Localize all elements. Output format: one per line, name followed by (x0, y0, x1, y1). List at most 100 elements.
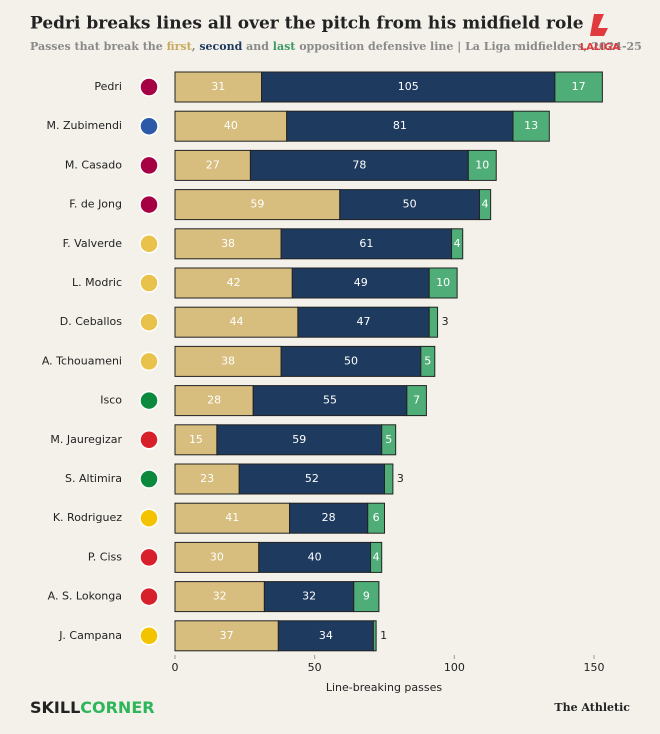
x-tick-label: 150 (584, 661, 605, 674)
bar-segment (554, 71, 603, 103)
bar-segment (467, 149, 497, 181)
value-label: 10 (475, 158, 489, 171)
bar-segment (174, 110, 288, 142)
value-label: 59 (292, 433, 306, 446)
y-tick-label: L. Modric (72, 276, 122, 289)
value-label: 50 (344, 354, 358, 367)
value-label: 37 (220, 629, 234, 642)
club-crest (139, 547, 159, 568)
bar-segment (174, 385, 254, 417)
club-crest (139, 234, 159, 254)
bar-segment (478, 189, 492, 221)
y-tick-label: M. Jauregizar (50, 433, 122, 446)
bar-segment (286, 110, 514, 142)
value-label: 27 (206, 158, 220, 171)
bar-segment (277, 620, 374, 652)
bar-segment (174, 149, 251, 181)
y-tick-label: Pedri (94, 80, 122, 93)
y-tick-label: J. Campana (58, 629, 122, 642)
subtitle: Passes that break the first, second and … (30, 40, 642, 53)
bar-segment (428, 306, 439, 338)
club-crest (139, 390, 159, 411)
bar-segment (367, 502, 385, 534)
value-label: 23 (200, 472, 214, 485)
y-tick-label: A. S. Lokonga (48, 590, 122, 603)
bar-segment (174, 189, 341, 221)
bar-segment (297, 306, 430, 338)
bar-segment (174, 541, 260, 573)
value-label: 31 (211, 80, 225, 93)
value-label: 4 (454, 237, 461, 250)
value-label: 34 (319, 629, 333, 642)
chart-title: Pedri breaks lines all over the pitch fr… (30, 14, 584, 34)
club-crest (139, 508, 159, 528)
value-label: 38 (221, 354, 235, 367)
value-label: 52 (305, 472, 319, 485)
value-label: 10 (436, 276, 450, 289)
club-crest (139, 116, 159, 136)
value-label: 49 (354, 276, 368, 289)
bar-segment (512, 110, 550, 142)
subtitle-part: Passes that break the (30, 40, 167, 53)
bar-segment (238, 463, 385, 495)
bar-segment (174, 424, 218, 456)
bar-segment (249, 149, 469, 181)
y-tick-label: Isco (100, 394, 122, 407)
value-label: 6 (373, 511, 380, 524)
publisher: The Athletic (554, 701, 630, 714)
brand: SKILLCORNER (30, 698, 155, 717)
y-tick-label: F. Valverde (63, 237, 123, 250)
value-label: 44 (229, 315, 243, 328)
value-label: 7 (413, 394, 420, 407)
bar-segment (451, 228, 464, 260)
value-label: 17 (572, 80, 586, 93)
club-crest (139, 469, 159, 489)
value-label: 9 (363, 590, 370, 603)
x-tick-label: 100 (444, 661, 465, 674)
value-label: 105 (398, 80, 419, 93)
bar-segment (384, 463, 394, 495)
value-label: 81 (393, 119, 407, 132)
value-label: 38 (221, 237, 235, 250)
club-crest (139, 77, 159, 97)
bar-segment (174, 228, 282, 260)
value-label: 28 (322, 511, 336, 524)
bar-segment (370, 541, 383, 573)
bar-segment (216, 424, 383, 456)
value-label: 5 (424, 354, 431, 367)
legend-entry: first (167, 40, 193, 53)
bar-segment (263, 581, 355, 613)
bar-segment (174, 581, 265, 613)
bar-segment (258, 541, 372, 573)
logo-mark (590, 14, 608, 36)
y-tick-label: S. Altimira (65, 472, 122, 485)
y-tick-label: M. Casado (65, 158, 122, 171)
bar-segment (252, 385, 408, 417)
value-label: 30 (210, 550, 224, 563)
x-axis-label: Line-breaking passes (326, 681, 442, 694)
club-crest (139, 155, 159, 176)
bar-segment (339, 189, 480, 221)
value-label: 15 (189, 433, 203, 446)
club-crest (139, 194, 159, 215)
logo-text: LALIGA (580, 42, 620, 53)
value-label: 28 (207, 394, 221, 407)
value-label: 55 (323, 394, 337, 407)
y-tick-label: F. de Jong (69, 198, 122, 211)
value-label: 40 (224, 119, 238, 132)
brand-part: SKILL (30, 698, 80, 717)
value-label: 40 (308, 550, 322, 563)
value-label: 13 (524, 119, 538, 132)
bar-segment (174, 463, 240, 495)
y-tick-label: P. Ciss (88, 550, 122, 563)
value-label: 4 (482, 198, 489, 211)
value-label: 32 (213, 590, 227, 603)
value-label: 59 (250, 198, 264, 211)
value-label: 42 (227, 276, 241, 289)
value-label: 61 (359, 237, 373, 250)
value-label: 1 (380, 629, 387, 642)
y-tick-label: K. Rodriguez (53, 511, 122, 524)
subtitle-part: opposition defensive line | La Liga midf… (295, 40, 641, 53)
club-crest (139, 273, 159, 293)
